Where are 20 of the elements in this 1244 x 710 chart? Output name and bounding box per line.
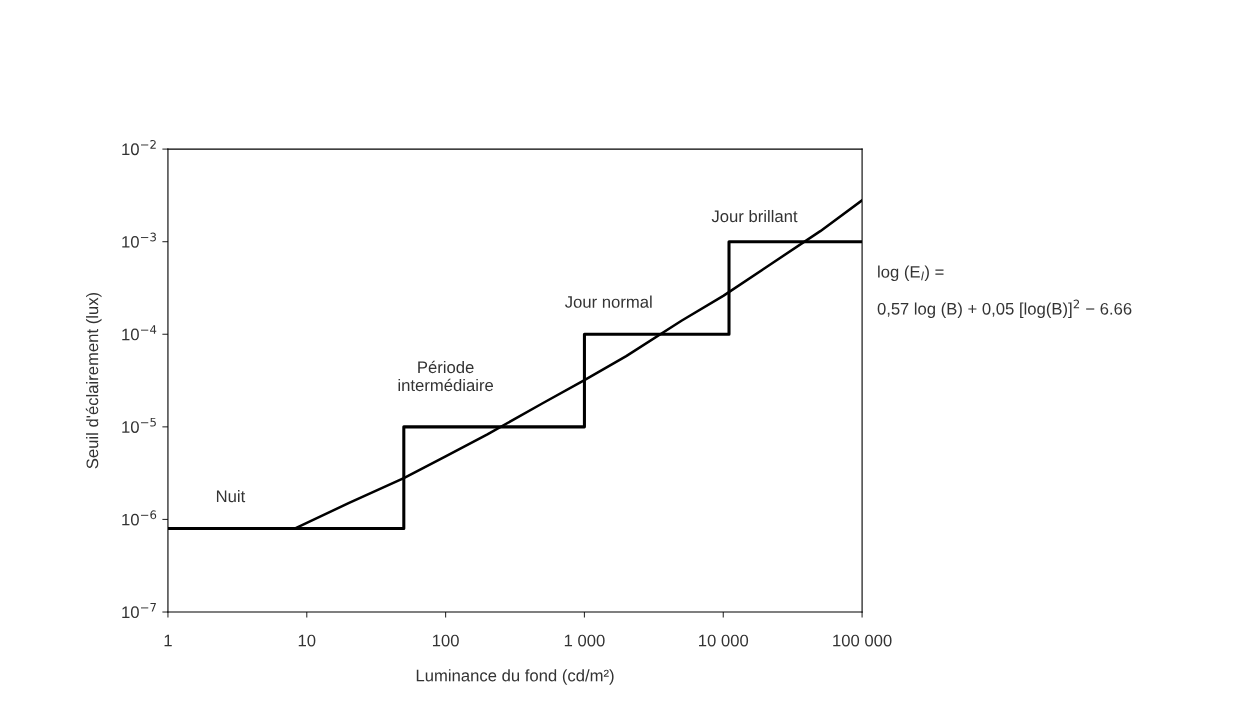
annotation: Période intermédiaire xyxy=(398,360,494,392)
annotation: Nuit xyxy=(216,490,246,503)
y-tick-label: 10$^{−7}$ xyxy=(122,603,156,619)
y-tick-label: 10$^{−3}$ xyxy=(122,232,156,248)
annotation: Jour brillant xyxy=(711,209,798,223)
annotation: Jour normal xyxy=(564,295,652,308)
text: 0,57 log (B) + 0,05 [log(B)]$^{2}$ − 6.66 xyxy=(877,299,1132,319)
x-tick-label: 100 000 xyxy=(833,634,892,647)
y-tick-label: 10$^{−2}$ xyxy=(122,139,156,156)
text: log (E$_{l}$) = xyxy=(878,265,944,282)
x-axis-title: Luminance du fond (cd/m²) xyxy=(416,669,614,685)
y-tick-label: 10$^{−6}$ xyxy=(122,510,157,526)
y-tick-label: 10$^{−5}$ xyxy=(122,417,156,433)
x-tick-label: 10 000 xyxy=(699,634,749,647)
x-tick-label: 1 xyxy=(164,634,172,647)
x-tick-label: 100 xyxy=(432,634,459,647)
y-axis-title: Seuil d'éclairement (lux) xyxy=(85,292,102,469)
x-tick-label: 10 xyxy=(298,634,316,647)
y-tick-label: 10$^{−4}$ xyxy=(122,325,157,341)
x-tick-label: 1 000 xyxy=(564,634,605,647)
